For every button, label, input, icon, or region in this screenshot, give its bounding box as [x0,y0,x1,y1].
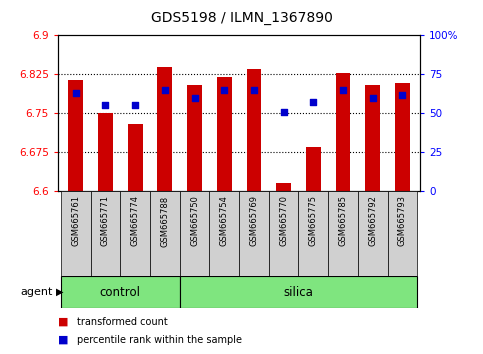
Text: GSM665754: GSM665754 [220,195,229,246]
Bar [306,147,321,191]
Bar [150,191,180,276]
Point [161,87,169,93]
Point [339,87,347,93]
Bar [98,113,113,191]
Bar [395,83,410,191]
Point [280,109,287,115]
Bar [61,191,91,276]
Text: GSM665793: GSM665793 [398,195,407,246]
Bar [120,191,150,276]
Text: silica: silica [284,286,313,298]
Bar [269,191,298,276]
Text: GSM665750: GSM665750 [190,195,199,246]
Point [310,99,317,105]
Bar [91,191,120,276]
Point [191,95,199,101]
Point [369,95,377,101]
Bar [387,191,417,276]
Text: percentile rank within the sample: percentile rank within the sample [77,335,242,345]
Bar [187,85,202,191]
Bar [239,191,269,276]
Text: ▶: ▶ [56,287,63,297]
Bar [157,67,172,191]
Point [101,103,109,108]
Point [398,92,406,97]
Text: control: control [100,286,141,298]
Text: GSM665771: GSM665771 [101,195,110,246]
Text: GSM665774: GSM665774 [131,195,140,246]
Bar [210,191,239,276]
Text: GSM665792: GSM665792 [368,195,377,246]
Point [72,90,80,96]
Point [250,87,258,93]
Text: ■: ■ [58,335,69,345]
Bar [246,69,261,191]
Text: GSM665761: GSM665761 [71,195,80,246]
Text: ■: ■ [58,317,69,327]
Text: GSM665775: GSM665775 [309,195,318,246]
Bar [365,85,380,191]
Text: GSM665788: GSM665788 [160,195,170,246]
Bar [336,73,351,191]
Bar [358,191,387,276]
Bar [69,80,83,191]
Bar [328,191,358,276]
Point [220,87,228,93]
Text: GDS5198 / ILMN_1367890: GDS5198 / ILMN_1367890 [151,11,332,25]
Bar [276,183,291,191]
Text: agent: agent [21,287,53,297]
Bar [180,276,417,308]
Bar [61,276,180,308]
Bar [217,77,232,191]
Text: GSM665769: GSM665769 [249,195,258,246]
Point [131,103,139,108]
Bar [180,191,210,276]
Bar [298,191,328,276]
Bar [128,124,142,191]
Text: GSM665785: GSM665785 [339,195,347,246]
Text: transformed count: transformed count [77,317,168,327]
Text: GSM665770: GSM665770 [279,195,288,246]
